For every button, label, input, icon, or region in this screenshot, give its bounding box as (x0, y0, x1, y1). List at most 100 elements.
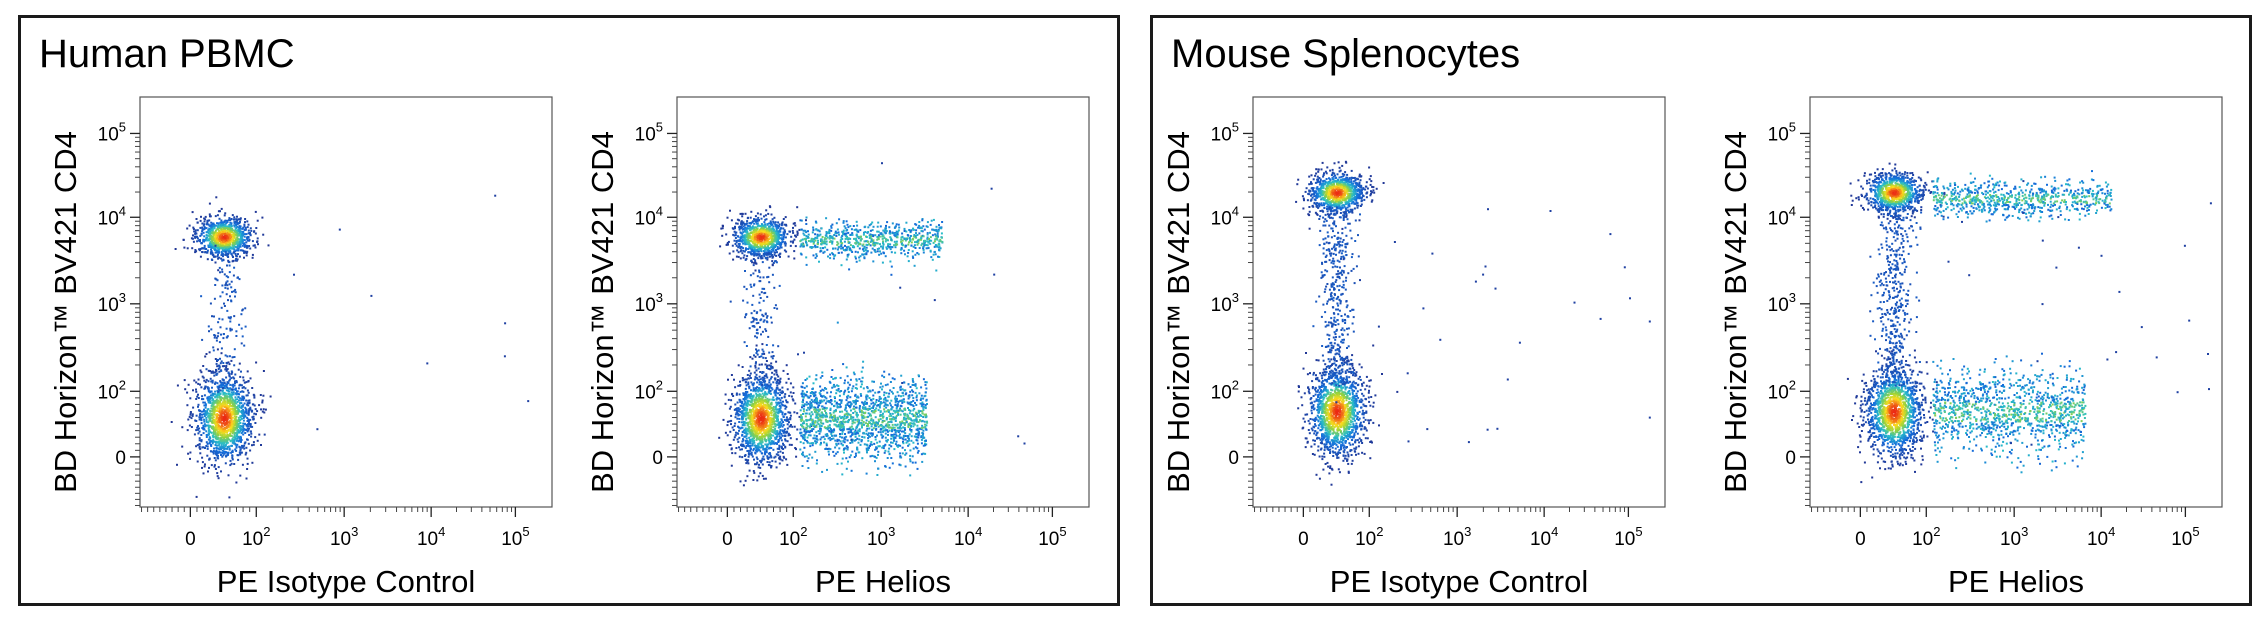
event-dot (221, 389, 224, 392)
event-dot (236, 236, 239, 239)
event-dot (759, 431, 762, 434)
event-dot (750, 389, 752, 392)
event-dot (200, 419, 203, 422)
event-dot (759, 297, 762, 299)
event-dot (745, 384, 748, 387)
event-dot (748, 427, 751, 430)
event-dot (748, 236, 751, 239)
event-dot (754, 230, 757, 233)
event-dot (748, 227, 750, 230)
event-dot (236, 434, 238, 436)
event-dot (742, 394, 745, 396)
event-dot (780, 238, 783, 241)
event-dot (205, 410, 208, 413)
event-dot (744, 248, 747, 251)
event-dot (741, 448, 743, 451)
event-dot (218, 404, 221, 407)
event-dot (253, 404, 256, 407)
event-dot (727, 398, 730, 401)
event-dot (200, 440, 203, 443)
event-dot (195, 390, 198, 393)
event-dot (242, 399, 245, 401)
event-dot (252, 443, 255, 446)
event-dot (741, 440, 744, 443)
event-dot (202, 238, 205, 241)
event-dot (765, 406, 768, 409)
event-dot (222, 420, 225, 423)
event-dot (251, 461, 254, 464)
event-dot (759, 439, 762, 442)
event-dot (223, 447, 226, 450)
event-dot (735, 239, 738, 242)
event-dot (755, 348, 757, 351)
event-dot (235, 393, 238, 396)
event-dot (761, 245, 764, 248)
event-dot (759, 466, 762, 469)
event-dot (756, 420, 759, 423)
event-dot (199, 226, 202, 229)
event-dot (217, 466, 220, 469)
event-dot (764, 403, 767, 406)
event-dot (214, 419, 217, 422)
event-dot (778, 379, 781, 382)
event-dot (231, 388, 234, 391)
event-dot (770, 376, 773, 379)
event-dot (253, 244, 256, 247)
event-dot (202, 224, 205, 227)
event-dot (765, 418, 768, 421)
event-dot (781, 413, 784, 416)
event-dot (764, 405, 767, 408)
event-dot (219, 412, 222, 415)
event-dot (784, 431, 787, 434)
event-dot (202, 410, 205, 413)
event-dot (220, 436, 223, 439)
y-tick-label: 103 (98, 290, 126, 316)
event-dot (766, 376, 769, 379)
event-dot (753, 417, 756, 420)
event-dot (215, 362, 218, 365)
event-dot (230, 419, 233, 422)
event-dot (755, 432, 758, 435)
event-dot (208, 219, 211, 222)
event-dot (235, 246, 238, 249)
event-dot (225, 418, 228, 421)
event-dot (764, 245, 766, 248)
event-dot (210, 243, 213, 246)
event-dot (231, 214, 234, 217)
event-dot (769, 390, 772, 393)
event-dot (234, 380, 236, 383)
event-dot (209, 391, 212, 394)
event-dot (214, 401, 217, 404)
event-dot (229, 464, 232, 467)
event-dot (223, 401, 226, 404)
event-dot (754, 229, 757, 232)
event-dot (771, 429, 774, 431)
event-dot (766, 315, 769, 318)
event-dot (238, 384, 241, 387)
event-dot (226, 255, 229, 258)
event-dot (224, 249, 227, 252)
event-dot (745, 442, 748, 445)
event-dot (774, 249, 777, 252)
event-dot (761, 384, 764, 386)
event-dot (749, 216, 752, 219)
event-dot (239, 238, 242, 240)
event-dot (741, 424, 744, 427)
event-dot (233, 410, 236, 413)
event-dot (217, 457, 220, 460)
event-dot (236, 230, 239, 233)
event-dot (759, 225, 762, 228)
event-dot (238, 445, 241, 448)
event-dot (208, 230, 211, 233)
event-dot (219, 400, 221, 403)
event-dot (768, 404, 771, 407)
event-dot (211, 392, 214, 395)
event-dot (234, 288, 237, 291)
event-dot (221, 239, 223, 241)
event-dot (770, 465, 773, 467)
event-dot (239, 419, 242, 421)
event-dot (205, 430, 208, 433)
event-dot (203, 244, 206, 247)
event-dot (227, 421, 230, 424)
event-dot (741, 416, 743, 419)
